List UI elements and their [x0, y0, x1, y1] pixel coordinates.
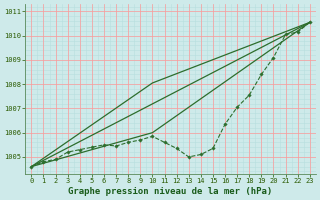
X-axis label: Graphe pression niveau de la mer (hPa): Graphe pression niveau de la mer (hPa) — [68, 187, 273, 196]
